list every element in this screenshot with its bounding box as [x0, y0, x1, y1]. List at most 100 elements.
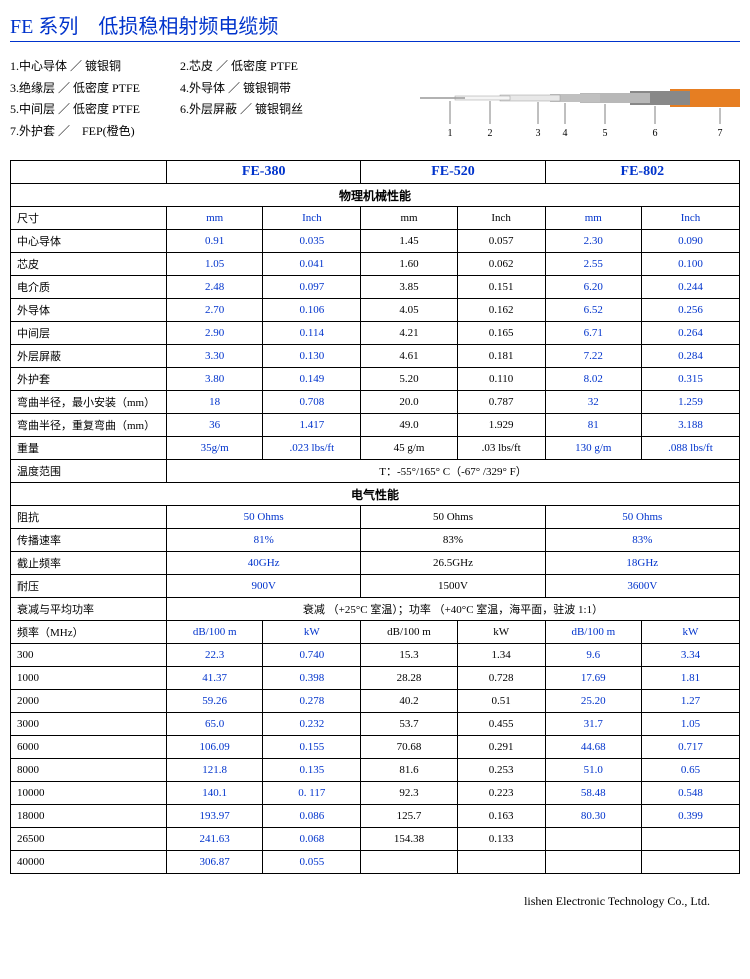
cell: 0.181 — [457, 345, 545, 368]
cell: 2.90 — [167, 322, 263, 345]
cell: 40GHz — [167, 552, 361, 575]
row-label: 外护套 — [11, 368, 167, 391]
row-label: 26500 — [11, 828, 167, 851]
row-label: 2000 — [11, 690, 167, 713]
table-row: 弯曲半径，最小安装（mm）180.70820.00.787321.259 — [11, 391, 740, 414]
row-label: 40000 — [11, 851, 167, 874]
cell: 0.151 — [457, 276, 545, 299]
cell: 0.133 — [457, 828, 545, 851]
cell: 0.253 — [457, 759, 545, 782]
cell: 17.69 — [545, 667, 641, 690]
row-label: 300 — [11, 644, 167, 667]
cell — [545, 851, 641, 874]
row-label: 弯曲半径，重复弯曲（mm） — [11, 414, 167, 437]
cell: 1.81 — [641, 667, 739, 690]
cell: 31.7 — [545, 713, 641, 736]
unit-mm: mm — [167, 207, 263, 230]
construction-item: 7.外护套 ／ FEP(橙色) — [10, 121, 180, 143]
row-label: 阻抗 — [11, 506, 167, 529]
cell: 0.284 — [641, 345, 739, 368]
cell: 0.65 — [641, 759, 739, 782]
cell: 18 — [167, 391, 263, 414]
cell: 0.232 — [263, 713, 361, 736]
unit-inch: Inch — [457, 207, 545, 230]
cell: 3.188 — [641, 414, 739, 437]
cell: 140.1 — [167, 782, 263, 805]
cell: 0.51 — [457, 690, 545, 713]
section-header-row: 物理机械性能 — [11, 184, 740, 207]
cell: 9.6 — [545, 644, 641, 667]
cell: 28.28 — [361, 667, 457, 690]
top-section: 1.中心导体 ／ 镀银铜 2.芯皮 ／ 低密度 PTFE 3.绝缘层 ／ 低密度… — [10, 56, 740, 150]
cell — [641, 851, 739, 874]
physical-section-header: 物理机械性能 — [11, 184, 740, 207]
cell: 0.398 — [263, 667, 361, 690]
row-label: 1000 — [11, 667, 167, 690]
table-row: 外层屏蔽3.300.1304.610.1817.220.284 — [11, 345, 740, 368]
table-row: 200059.260.27840.20.5125.201.27 — [11, 690, 740, 713]
row-label: 弯曲半径，最小安装（mm） — [11, 391, 167, 414]
cell: .088 lbs/ft — [641, 437, 739, 460]
row-label: 外层屏蔽 — [11, 345, 167, 368]
cell: 1.27 — [641, 690, 739, 713]
construction-list: 1.中心导体 ／ 镀银铜 2.芯皮 ／ 低密度 PTFE 3.绝缘层 ／ 低密度… — [10, 56, 420, 150]
cell: 306.87 — [167, 851, 263, 874]
cable-diagram: 1 2 3 4 5 6 7 — [420, 56, 740, 150]
row-label: 耐压 — [11, 575, 167, 598]
svg-text:4: 4 — [563, 128, 568, 139]
row-label: 传播速率 — [11, 529, 167, 552]
cell: 1.34 — [457, 644, 545, 667]
row-label: 3000 — [11, 713, 167, 736]
cell: 41.37 — [167, 667, 263, 690]
product-header: FE-802 — [545, 161, 739, 184]
row-label: 18000 — [11, 805, 167, 828]
cell: 26.5GHz — [361, 552, 545, 575]
cell: 6.52 — [545, 299, 641, 322]
unit-db: dB/100 m — [545, 621, 641, 644]
cell: 6.20 — [545, 276, 641, 299]
cell: 121.8 — [167, 759, 263, 782]
table-row: 30022.30.74015.31.349.63.34 — [11, 644, 740, 667]
cell: 7.22 — [545, 345, 641, 368]
cell: 3.85 — [361, 276, 457, 299]
construction-item: 2.芯皮 ／ 低密度 PTFE — [180, 56, 350, 78]
table-row: 26500241.630.068154.380.133 — [11, 828, 740, 851]
cell: 0.041 — [263, 253, 361, 276]
temp-range-row: 温度范围 T：-55°/165° C（-67° /329° F） — [11, 460, 740, 483]
cell: 25.20 — [545, 690, 641, 713]
cell: 44.68 — [545, 736, 641, 759]
cable-svg-icon: 1 2 3 4 5 6 7 — [420, 76, 740, 146]
cell: 0. 117 — [263, 782, 361, 805]
cell: 0.740 — [263, 644, 361, 667]
section-header-row: 电气性能 — [11, 483, 740, 506]
cell: 0.165 — [457, 322, 545, 345]
unit-db: dB/100 m — [361, 621, 457, 644]
cell: 2.55 — [545, 253, 641, 276]
product-header: FE-380 — [167, 161, 361, 184]
row-label: 外导体 — [11, 299, 167, 322]
cell: 125.7 — [361, 805, 457, 828]
cell: 50 Ohms — [545, 506, 739, 529]
cell: 0.315 — [641, 368, 739, 391]
cell: 53.7 — [361, 713, 457, 736]
cell: 81 — [545, 414, 641, 437]
svg-text:2: 2 — [488, 128, 493, 139]
table-row: 传播速率81%83%83% — [11, 529, 740, 552]
construction-item: 4.外导体 ／ 镀银铜带 — [180, 78, 350, 100]
cell: 0.114 — [263, 322, 361, 345]
table-row: 外护套3.800.1495.200.1108.020.315 — [11, 368, 740, 391]
table-row: 10000140.10. 11792.30.22358.480.548 — [11, 782, 740, 805]
cell: 8.02 — [545, 368, 641, 391]
table-row: 6000106.090.15570.680.29144.680.717 — [11, 736, 740, 759]
cell: 65.0 — [167, 713, 263, 736]
cell: 4.05 — [361, 299, 457, 322]
cell: 0.135 — [263, 759, 361, 782]
cell: 0.163 — [457, 805, 545, 828]
cell: 18GHz — [545, 552, 739, 575]
cell: 1.929 — [457, 414, 545, 437]
cell: 0.162 — [457, 299, 545, 322]
row-label: 中心导体 — [11, 230, 167, 253]
cell: 2.48 — [167, 276, 263, 299]
unit-kw: kW — [263, 621, 361, 644]
dim-label: 尺寸 — [11, 207, 167, 230]
